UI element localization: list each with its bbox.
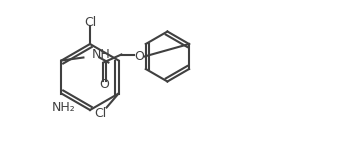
Text: NH₂: NH₂: [52, 101, 75, 114]
Text: Cl: Cl: [84, 16, 96, 29]
Text: O: O: [99, 78, 109, 91]
Text: O: O: [134, 50, 144, 63]
Text: NH: NH: [91, 48, 110, 61]
Text: Cl: Cl: [94, 107, 107, 120]
